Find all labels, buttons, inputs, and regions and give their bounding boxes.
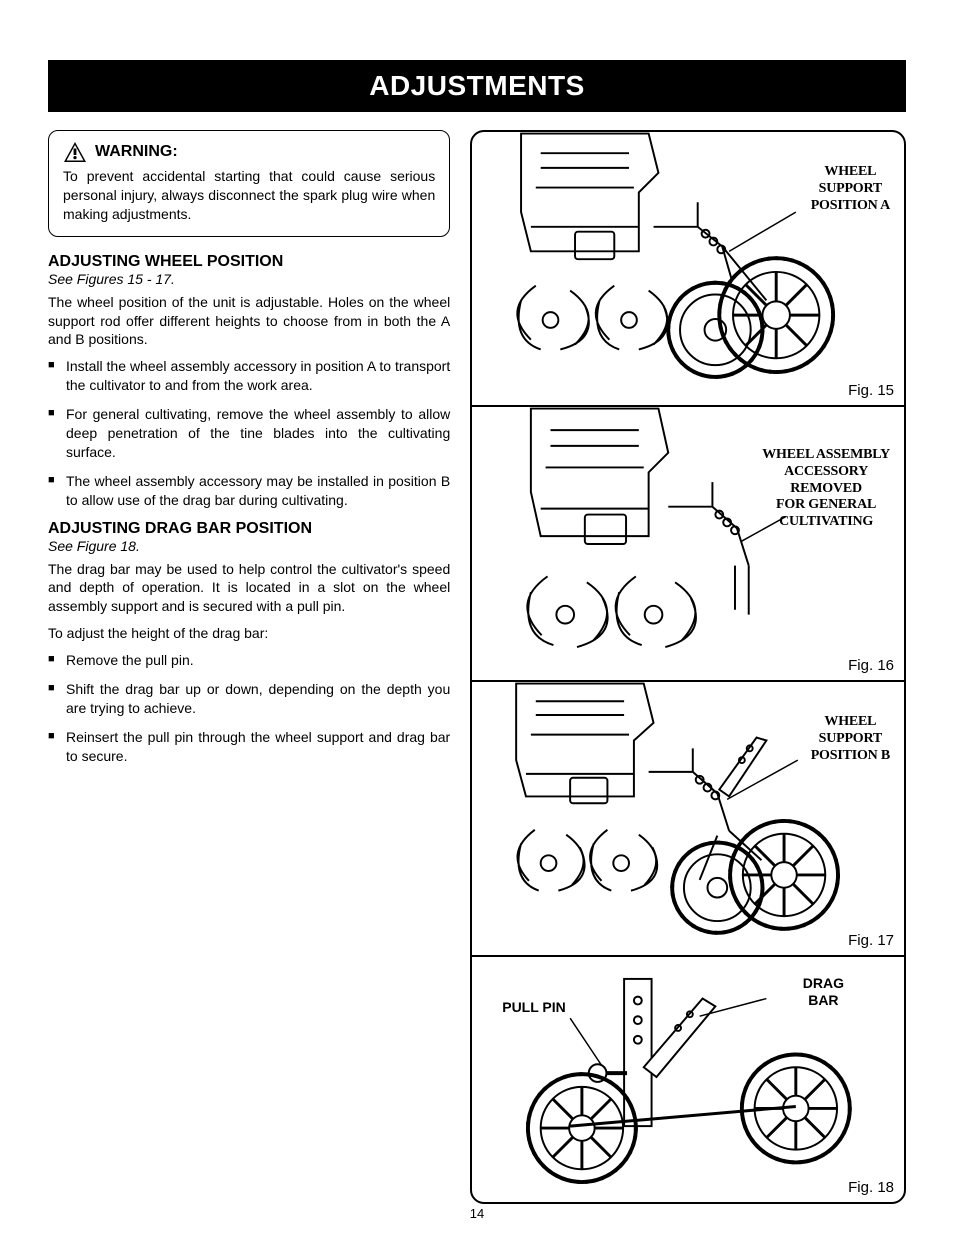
list-item: Install the wheel assembly accessory in …: [48, 357, 450, 395]
section2-ref: See Figure 18.: [48, 538, 450, 554]
content-columns: WARNING: To prevent accidental starting …: [48, 130, 906, 1204]
fig18-callout-right: DRAG BAR: [803, 975, 844, 1009]
fig15-callout: WHEEL SUPPORT POSITION A: [811, 164, 890, 214]
figure-stack: WHEEL SUPPORT POSITION A Fig. 15: [470, 130, 906, 1204]
fig16-callout: WHEEL ASSEMBLY ACCESSORY REMOVED FOR GEN…: [762, 447, 890, 531]
section1-heading: ADJUSTING WHEEL POSITION: [48, 253, 450, 271]
warning-header: WARNING:: [63, 141, 435, 163]
page-number: 14: [0, 1206, 954, 1221]
section1-ref: See Figures 15 - 17.: [48, 271, 450, 287]
section2-lead: To adjust the height of the drag bar:: [48, 624, 450, 643]
right-column: WHEEL SUPPORT POSITION A Fig. 15: [470, 130, 906, 1204]
fig16-caption: Fig. 16: [848, 657, 894, 674]
warning-triangle-icon: [63, 141, 87, 163]
fig18-callout-left: PULL PIN: [502, 999, 566, 1016]
list-item: Shift the drag bar up or down, depending…: [48, 680, 450, 718]
warning-text: To prevent accidental starting that coul…: [63, 167, 435, 224]
fig17-callout: WHEEL SUPPORT POSITION B: [811, 714, 890, 764]
list-item: For general cultivating, remove the whee…: [48, 405, 450, 462]
figure-16-panel: WHEEL ASSEMBLY ACCESSORY REMOVED FOR GEN…: [472, 407, 904, 682]
list-item: Remove the pull pin.: [48, 651, 450, 670]
page-title-bar: ADJUSTMENTS: [48, 60, 906, 112]
fig17-caption: Fig. 17: [848, 932, 894, 949]
fig15-caption: Fig. 15: [848, 382, 894, 399]
list-item: Reinsert the pull pin through the wheel …: [48, 728, 450, 766]
figure-15-panel: WHEEL SUPPORT POSITION A Fig. 15: [472, 132, 904, 407]
left-column: WARNING: To prevent accidental starting …: [48, 130, 450, 1204]
section1-intro: The wheel position of the unit is adjust…: [48, 293, 450, 350]
section2-list: Remove the pull pin. Shift the drag bar …: [48, 651, 450, 765]
section2-heading: ADJUSTING DRAG BAR POSITION: [48, 520, 450, 538]
warning-label: WARNING:: [95, 143, 178, 161]
list-item: The wheel assembly accessory may be inst…: [48, 472, 450, 510]
fig18-caption: Fig. 18: [848, 1179, 894, 1196]
figure-17-panel: WHEEL SUPPORT POSITION B Fig. 17: [472, 682, 904, 957]
warning-box: WARNING: To prevent accidental starting …: [48, 130, 450, 237]
figure-18-panel: PULL PIN DRAG BAR Fig. 18: [472, 957, 904, 1202]
section1-list: Install the wheel assembly accessory in …: [48, 357, 450, 509]
section2-intro: The drag bar may be used to help control…: [48, 560, 450, 617]
